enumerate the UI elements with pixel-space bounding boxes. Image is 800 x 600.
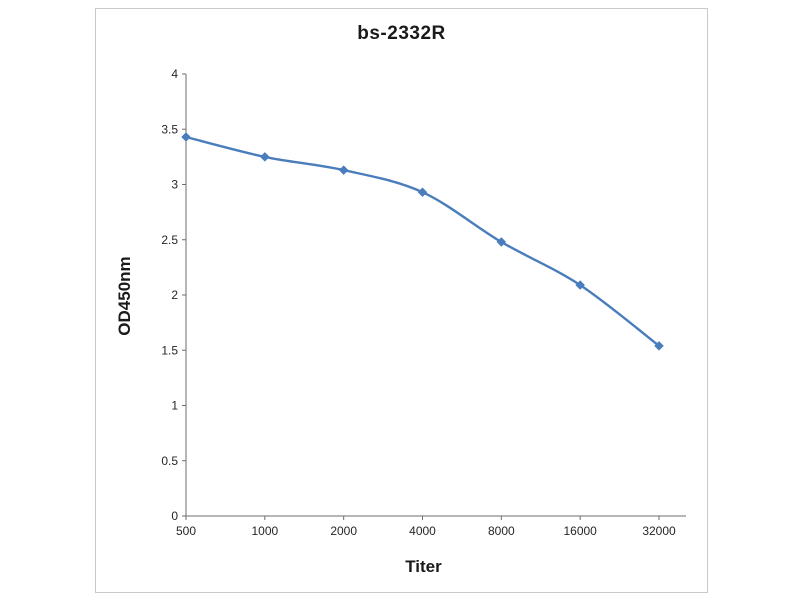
y-tick-label: 0 [171, 509, 178, 523]
x-tick-label: 4000 [409, 524, 436, 538]
x-tick-label: 500 [176, 524, 196, 538]
x-tick-label: 8000 [488, 524, 515, 538]
y-tick-label: 4 [171, 67, 178, 81]
data-point-marker [575, 280, 586, 290]
chart-title: bs-2332R [357, 23, 446, 44]
chart-frame: bs-2332R OD450nm Titer 4 3.5 3 2.5 2 1.5 1 0.5 0… [95, 8, 708, 593]
x-axis-title: Titer [405, 557, 442, 576]
y-tick-label: 1.5 [161, 343, 178, 357]
data-point-marker [654, 340, 664, 351]
x-tick-label: 32000 [642, 524, 676, 538]
data-point-marker [181, 132, 191, 142]
data-point-marker [496, 237, 507, 247]
x-tick-label: 2000 [330, 524, 357, 538]
x-tick-label: 16000 [563, 524, 597, 538]
data-point-marker [417, 187, 428, 198]
y-tick-label: 3.5 [161, 122, 178, 136]
series-line [184, 135, 661, 347]
y-tick-label: 0.5 [161, 454, 178, 468]
x-tick-label: 1000 [251, 524, 278, 538]
data-point-marker [338, 165, 349, 175]
y-tick-label: 2 [171, 288, 178, 302]
y-tick-label: 1 [171, 399, 178, 413]
y-tick-label: 2.5 [161, 233, 178, 247]
y-tick-label: 3 [171, 178, 178, 192]
data-point-marker [259, 152, 270, 162]
